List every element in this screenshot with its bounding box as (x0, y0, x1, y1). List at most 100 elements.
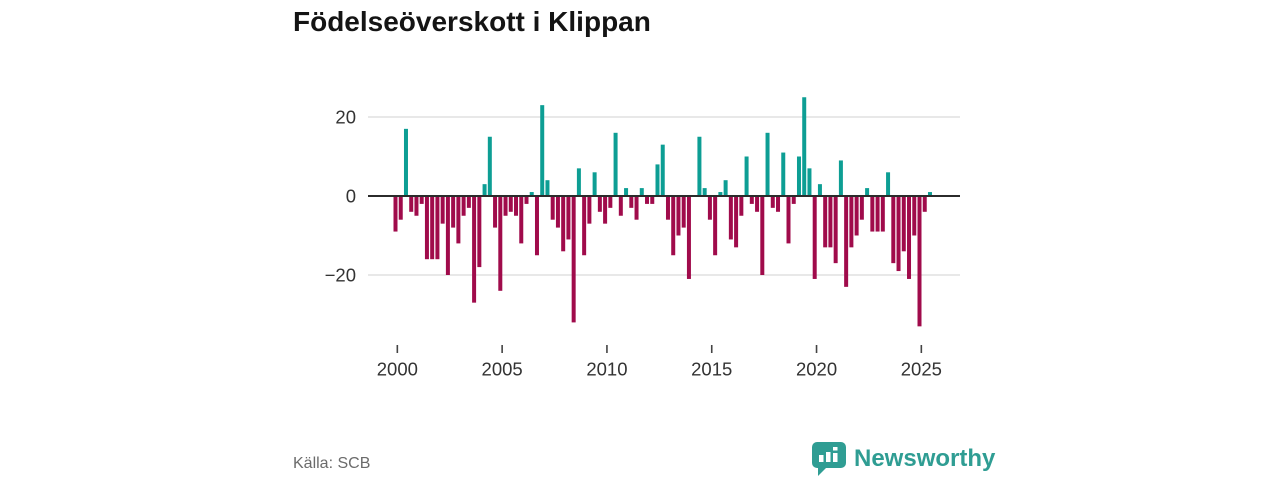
bar (545, 180, 550, 196)
bar (760, 196, 765, 275)
bar (844, 196, 849, 287)
bar (781, 152, 786, 196)
bar (859, 196, 864, 220)
bar (403, 128, 408, 196)
chart-title: Födelseöverskott i Klippan (293, 6, 651, 37)
y-axis-label: −20 (325, 265, 356, 286)
bar (655, 164, 660, 196)
bar (508, 196, 513, 212)
newsworthy-wordmark: Newsworthy (854, 445, 996, 472)
bar (456, 196, 461, 244)
bar (728, 196, 733, 240)
bar (927, 192, 932, 196)
x-axis-label: 2005 (482, 359, 523, 380)
bar (430, 196, 435, 260)
bar (424, 196, 429, 260)
bar (817, 184, 822, 196)
bar (802, 97, 807, 196)
bar (891, 196, 896, 264)
bar (912, 196, 917, 236)
bar (854, 196, 859, 236)
bar (409, 196, 414, 212)
bar (645, 196, 650, 204)
x-axis-label: 2025 (901, 359, 942, 380)
bar (414, 196, 419, 216)
bar (907, 196, 912, 279)
bar (592, 172, 597, 196)
bar (613, 132, 618, 196)
x-axis-label: 2020 (796, 359, 837, 380)
y-axis-label: 0 (346, 186, 356, 207)
bar (744, 156, 749, 196)
bar (749, 196, 754, 204)
bar (393, 196, 398, 232)
bar (445, 196, 450, 275)
bar (597, 196, 602, 212)
bar (833, 196, 838, 264)
bar (550, 196, 555, 220)
bar (624, 188, 629, 196)
bar (461, 196, 466, 216)
bar (901, 196, 906, 252)
bar (576, 168, 581, 196)
bar (776, 196, 781, 212)
bar (865, 188, 870, 196)
bar (639, 188, 644, 196)
bar (435, 196, 440, 260)
bar (561, 196, 566, 252)
bar (582, 196, 587, 256)
bar (472, 196, 477, 303)
bar (534, 196, 539, 256)
bar (870, 196, 875, 232)
bar (770, 196, 775, 208)
bar (734, 196, 739, 248)
bar (634, 196, 639, 220)
x-axis-label: 2010 (586, 359, 627, 380)
bar (686, 196, 691, 279)
bar (493, 196, 498, 228)
bar (660, 144, 665, 196)
bar (566, 196, 571, 240)
newsworthy-logo[interactable]: Newsworthy (812, 442, 995, 476)
bar (529, 192, 534, 196)
bar (681, 196, 686, 228)
x-axis-label: 2015 (691, 359, 732, 380)
bar (755, 196, 760, 212)
bar (398, 196, 403, 220)
bar (629, 196, 634, 208)
bar (812, 196, 817, 279)
bar (880, 196, 885, 232)
bar (618, 196, 623, 216)
bar (540, 105, 545, 196)
bar (671, 196, 676, 256)
bar (828, 196, 833, 248)
x-axis-label: 2000 (377, 359, 418, 380)
bar (791, 196, 796, 204)
bar (503, 196, 508, 216)
bar (440, 196, 445, 224)
bar (702, 188, 707, 196)
bar (524, 196, 529, 204)
bar (650, 196, 655, 204)
bar (451, 196, 456, 228)
newsworthy-logo-icon (812, 442, 846, 476)
bar (487, 136, 492, 196)
bar (922, 196, 927, 212)
bar (555, 196, 560, 228)
bar (796, 156, 801, 196)
bar (519, 196, 524, 244)
y-axis-label: 20 (335, 107, 356, 128)
bar (739, 196, 744, 216)
bar (886, 172, 891, 196)
bar (571, 196, 576, 323)
bar (896, 196, 901, 272)
bar (665, 196, 670, 220)
bar (765, 132, 770, 196)
bar (466, 196, 471, 208)
bar (707, 196, 712, 220)
bar (713, 196, 718, 256)
bar (587, 196, 592, 224)
bar (917, 196, 922, 327)
